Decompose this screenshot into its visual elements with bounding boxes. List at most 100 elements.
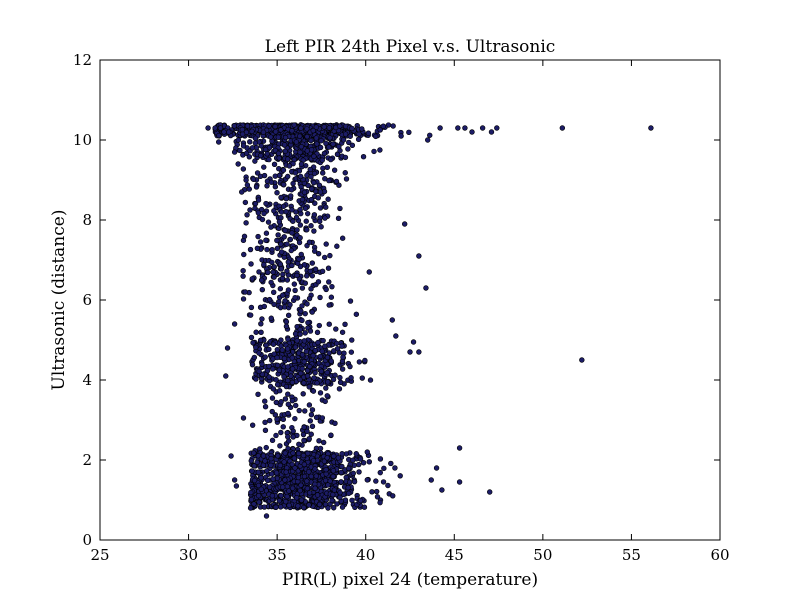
data-point (294, 227, 300, 233)
data-point (304, 210, 311, 217)
data-point (266, 156, 272, 163)
data-point (221, 129, 227, 135)
data-point (259, 216, 266, 223)
data-point (321, 150, 328, 157)
data-point (346, 490, 352, 497)
x-tick-label: 40 (356, 546, 375, 564)
data-point (345, 484, 351, 491)
data-point (282, 148, 288, 154)
data-point (283, 319, 290, 325)
data-point (317, 189, 324, 195)
data-point (350, 470, 356, 476)
x-tick-label: 30 (179, 546, 198, 564)
data-point (295, 503, 301, 509)
data-point (280, 271, 286, 278)
data-point (278, 492, 284, 499)
data-point (287, 236, 294, 243)
data-point (228, 453, 234, 459)
data-point (361, 504, 368, 510)
data-point (278, 209, 285, 215)
data-point (322, 176, 328, 182)
data-point (323, 385, 329, 391)
data-point (239, 131, 246, 137)
x-tick-label: 25 (90, 546, 109, 564)
y-tick-label: 12 (73, 51, 92, 69)
data-point (336, 386, 343, 392)
data-point (428, 477, 434, 483)
data-point (251, 463, 257, 469)
data-point (390, 123, 396, 129)
data-point (293, 214, 300, 221)
data-point (319, 348, 325, 354)
data-point (263, 342, 269, 349)
data-point (337, 494, 343, 501)
data-point (331, 487, 338, 493)
data-point (289, 397, 296, 404)
data-point (342, 170, 348, 176)
data-point (254, 245, 261, 252)
data-point (346, 479, 353, 485)
data-point (286, 163, 293, 169)
data-point (353, 311, 360, 317)
data-point (285, 377, 291, 384)
data-point (292, 294, 298, 301)
data-point (315, 251, 322, 257)
data-point (312, 466, 318, 472)
data-point (255, 482, 262, 489)
data-point (270, 366, 276, 372)
data-point (247, 246, 254, 253)
data-point (356, 131, 362, 137)
data-point (301, 504, 307, 511)
data-point (317, 218, 323, 225)
data-point (297, 173, 304, 180)
data-point (316, 438, 322, 444)
data-point (243, 220, 249, 226)
data-point (364, 477, 370, 483)
data-point (331, 505, 337, 511)
data-point (308, 147, 315, 153)
data-point (311, 248, 318, 254)
data-point (284, 277, 291, 283)
data-point (296, 407, 302, 414)
data-point (298, 251, 304, 258)
x-axis-label: PIR(L) pixel 24 (temperature) (282, 570, 538, 590)
data-point (289, 207, 295, 213)
data-point (257, 337, 264, 344)
data-point (280, 416, 286, 423)
data-point (305, 450, 311, 457)
data-point (284, 156, 291, 162)
data-point (339, 329, 346, 335)
data-point (299, 196, 306, 203)
data-point (297, 133, 303, 139)
data-point (318, 224, 324, 230)
data-point (242, 289, 248, 295)
data-point (249, 128, 255, 135)
data-point (301, 424, 307, 430)
data-point (325, 265, 332, 271)
data-point (293, 139, 300, 145)
data-point (300, 452, 307, 459)
data-point (334, 243, 340, 249)
data-point (322, 343, 328, 349)
data-point (307, 418, 313, 424)
data-point (262, 427, 269, 433)
data-point (326, 144, 332, 150)
data-point (304, 485, 311, 492)
data-point (269, 408, 275, 415)
data-point (248, 458, 254, 464)
data-point (269, 395, 276, 401)
data-point (262, 458, 268, 464)
data-point (240, 273, 246, 279)
data-point (328, 358, 334, 364)
data-point (299, 285, 306, 291)
data-point (323, 204, 329, 210)
data-point (292, 287, 298, 294)
data-point (237, 147, 243, 154)
data-point (349, 337, 355, 343)
data-point (317, 144, 324, 151)
data-point (260, 453, 267, 459)
data-point (249, 361, 256, 368)
data-point (345, 465, 352, 472)
data-point (329, 283, 335, 290)
data-point (266, 417, 273, 424)
